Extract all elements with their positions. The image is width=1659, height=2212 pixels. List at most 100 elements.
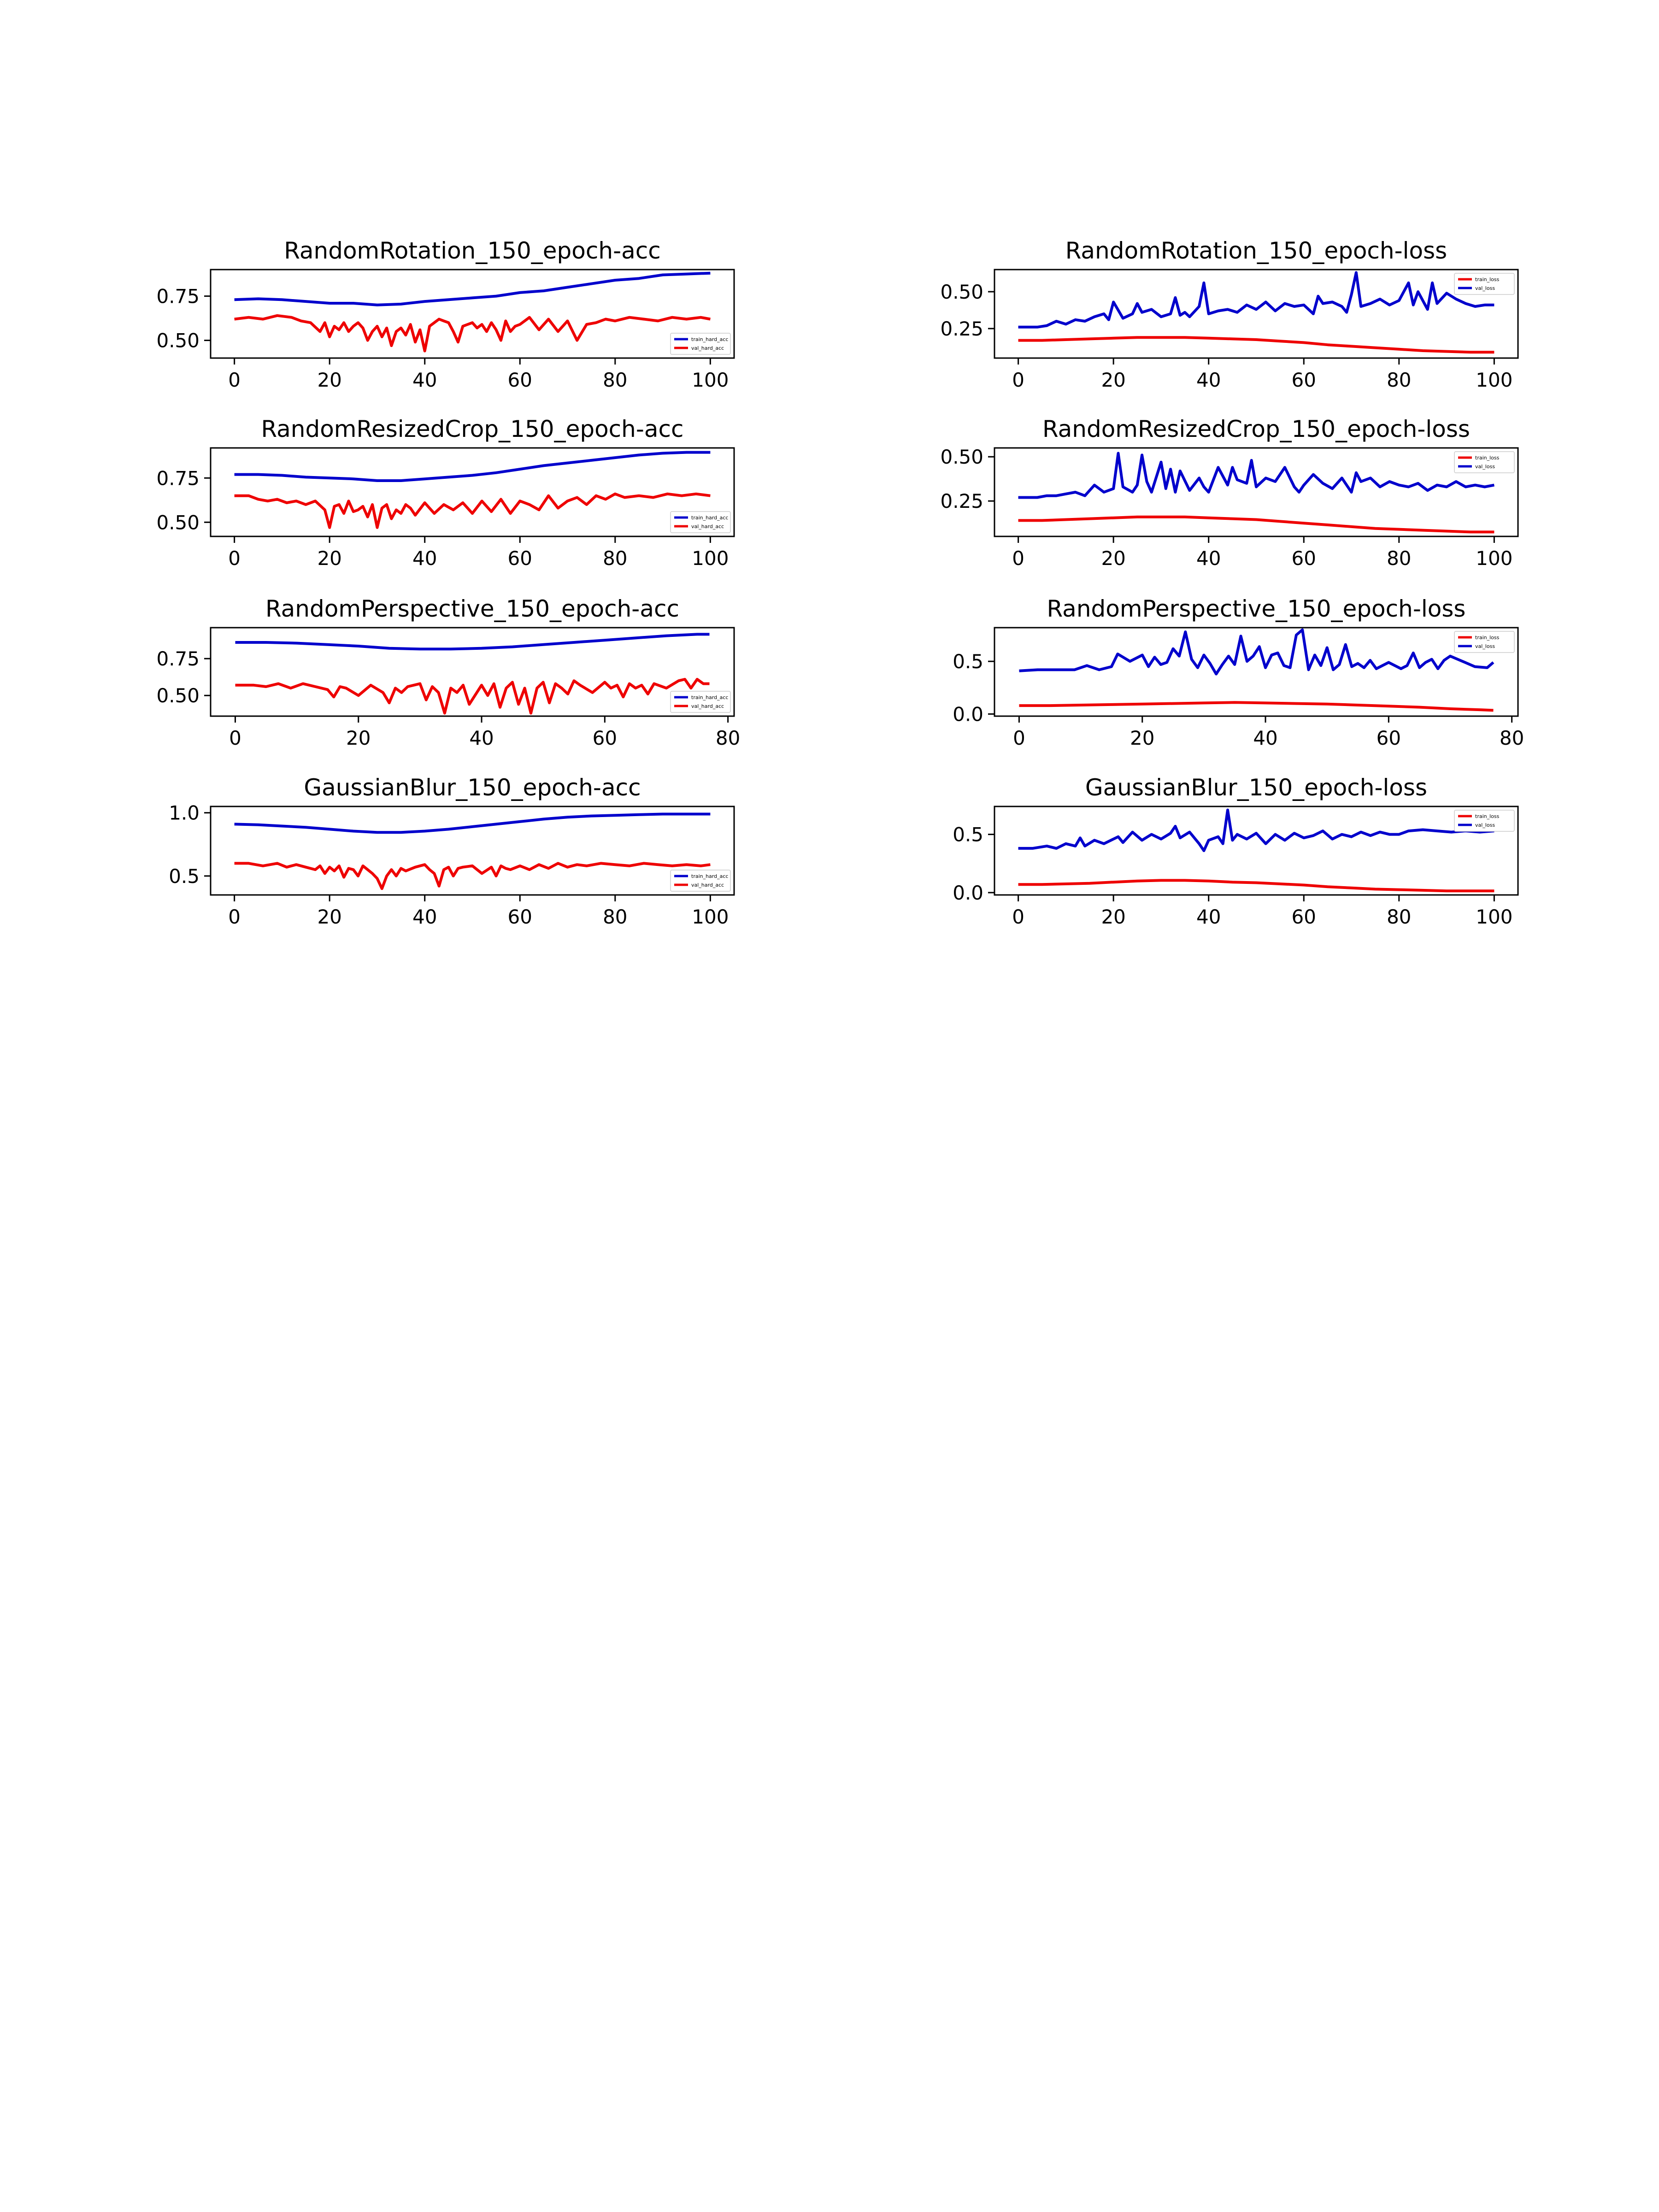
- legend-label: train_loss: [1475, 635, 1500, 641]
- x-tick-label: 40: [412, 906, 437, 928]
- legend: train_loss val_loss: [1454, 451, 1515, 473]
- legend-label: train_hard_acc: [691, 336, 728, 342]
- legend-label: train_loss: [1475, 455, 1500, 461]
- series-line-val_hard_acc: [234, 492, 711, 529]
- series-line-val_loss: [1018, 808, 1494, 852]
- axes-frame: [210, 627, 735, 717]
- chart-title: GaussianBlur_150_epoch-loss: [1085, 774, 1427, 801]
- x-tick-label: 60: [508, 547, 532, 570]
- series-line-train_hard_acc: [235, 633, 710, 651]
- x-tick-label: 80: [1500, 727, 1524, 749]
- series-line-val_hard_acc: [235, 678, 710, 715]
- chart-title: GaussianBlur_150_epoch-acc: [304, 774, 641, 801]
- legend-label: val_loss: [1475, 643, 1495, 649]
- legend: train_loss val_loss: [1454, 810, 1515, 832]
- y-tick-label: 0.25: [940, 318, 983, 340]
- x-tick-label: 80: [1387, 547, 1411, 570]
- y-tick-label: 0.75: [156, 467, 200, 489]
- y-tick-label: 0.5: [169, 865, 200, 888]
- x-tick-label: 20: [317, 906, 341, 928]
- series-line-train_loss: [1019, 701, 1494, 712]
- x-tick-label: 0: [1012, 547, 1024, 570]
- y-tick-label: 0.25: [940, 490, 983, 512]
- chart-panel-6: RandomPerspective_150_epoch-loss 0 20 40 60 8…: [953, 595, 1524, 749]
- legend-label: train_loss: [1475, 276, 1500, 282]
- axes-frame: [210, 447, 735, 537]
- x-tick-label: 100: [1476, 369, 1512, 391]
- x-tick-label: 40: [412, 369, 437, 391]
- x-tick-label: 60: [508, 906, 532, 928]
- x-tick-label: 100: [692, 547, 729, 570]
- chart-panel-7: GaussianBlur_150_epoch-acc 0 20 40 60 80 100 0.…: [169, 774, 735, 928]
- x-tick-label: 20: [317, 369, 341, 391]
- series-line-val_loss: [1018, 271, 1494, 329]
- y-tick-label: 0.5: [953, 824, 983, 846]
- series-line-train_loss: [1018, 515, 1494, 534]
- x-tick-label: 80: [1387, 906, 1411, 928]
- axes-frame: [994, 447, 1519, 537]
- x-tick-label: 100: [692, 369, 729, 391]
- chart-title: RandomResizedCrop_150_epoch-acc: [261, 416, 683, 442]
- legend-label: val_loss: [1475, 464, 1495, 470]
- chart-title: RandomRotation_150_epoch-acc: [284, 237, 660, 264]
- axes-frame: [994, 269, 1519, 359]
- legend-label: train_loss: [1475, 813, 1500, 819]
- chart-panel-4: RandomResizedCrop_150_epoch-loss 0 20 40 60 8…: [940, 416, 1519, 570]
- y-tick-label: 0.0: [953, 703, 983, 725]
- x-tick-label: 0: [1013, 727, 1025, 749]
- x-tick-label: 20: [1101, 547, 1125, 570]
- series-line-val_loss: [1019, 628, 1494, 676]
- series-line-train_loss: [1018, 879, 1494, 893]
- chart-panel-2: RandomRotation_150_epoch-loss 0 20 40 60 80 10…: [940, 237, 1519, 391]
- series-line-train_hard_acc: [234, 451, 711, 482]
- chart-panel-3: RandomResizedCrop_150_epoch-acc 0 20 40 60 80…: [156, 416, 735, 570]
- y-tick-label: 0.0: [953, 882, 983, 904]
- legend: train_hard_acc val_hard_acc: [670, 691, 731, 713]
- legend-label: val_loss: [1475, 822, 1495, 828]
- x-tick-label: 80: [1387, 369, 1411, 391]
- legend-label: train_hard_acc: [691, 694, 728, 700]
- x-tick-label: 0: [228, 906, 241, 928]
- y-tick-label: 0.75: [156, 647, 200, 670]
- legend-label: train_hard_acc: [691, 515, 728, 521]
- chart-title: RandomPerspective_150_epoch-acc: [265, 595, 679, 622]
- chart-title: RandomPerspective_150_epoch-loss: [1047, 595, 1466, 622]
- x-tick-label: 0: [1012, 369, 1024, 391]
- x-tick-label: 40: [1196, 906, 1221, 928]
- x-tick-label: 40: [1196, 369, 1221, 391]
- axes-frame: [994, 806, 1519, 896]
- legend-label: val_hard_acc: [691, 882, 724, 888]
- chart-panel-5: RandomPerspective_150_epoch-acc 0 20 40 60 80…: [156, 595, 740, 749]
- x-tick-label: 40: [1253, 727, 1277, 749]
- legend-label: val_hard_acc: [691, 703, 724, 709]
- x-tick-label: 60: [1292, 369, 1316, 391]
- chart-title: RandomResizedCrop_150_epoch-loss: [1042, 416, 1470, 442]
- x-tick-label: 0: [1012, 906, 1024, 928]
- legend: train_hard_acc val_hard_acc: [670, 333, 731, 355]
- axes-frame: [994, 627, 1519, 717]
- series-line-val_hard_acc: [234, 314, 711, 353]
- chart-panel-8: GaussianBlur_150_epoch-loss 0 20 40 60 80 100 0…: [953, 774, 1519, 928]
- chart-title: RandomRotation_150_epoch-loss: [1065, 237, 1447, 264]
- x-tick-label: 20: [1101, 369, 1125, 391]
- x-tick-label: 80: [603, 369, 627, 391]
- y-tick-label: 0.50: [940, 281, 983, 303]
- series-line-val_hard_acc: [234, 862, 711, 890]
- legend-label: train_hard_acc: [691, 873, 728, 879]
- x-tick-label: 100: [692, 906, 729, 928]
- axes-frame: [210, 806, 735, 896]
- x-tick-label: 100: [1476, 906, 1512, 928]
- x-tick-label: 60: [593, 727, 617, 749]
- y-tick-label: 0.5: [953, 650, 983, 673]
- legend: train_hard_acc val_hard_acc: [670, 870, 731, 892]
- y-tick-label: 0.50: [156, 684, 200, 707]
- series-line-train_hard_acc: [234, 812, 711, 834]
- chart-panel-1: RandomRotation_150_epoch-acc 0 20 40 60 80 100…: [156, 237, 735, 391]
- x-tick-label: 20: [317, 547, 341, 570]
- x-tick-label: 100: [1476, 547, 1512, 570]
- y-tick-label: 1.0: [169, 802, 200, 824]
- axes-frame: [210, 269, 735, 359]
- y-tick-label: 0.50: [156, 329, 200, 352]
